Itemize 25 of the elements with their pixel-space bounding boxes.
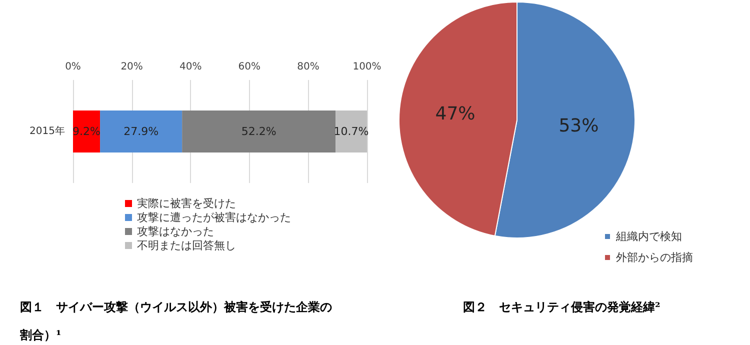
text: 図１ サイバー攻撃（ウイルス以外）被害を受けた企業の割合）¹ [19,300,332,342]
data-label: 27.9% [124,125,159,138]
x-tick-label: 100% [352,62,382,72]
bar [182,110,336,152]
bar [336,110,367,152]
legend-label: 攻撃はなかった [137,225,214,238]
x-tick-label: 40% [179,62,202,72]
bar [100,110,182,152]
y-tick-label: 2015年 [30,125,65,137]
data-label: 9.2% [72,125,100,138]
bar [73,110,100,152]
legend-label: 実際に被害を受けた [137,197,236,210]
legend-label: 不明または回答無し [137,239,236,252]
legend-label: 外部からの指摘 [616,251,693,264]
x-tick-label: 0% [65,62,81,72]
data-label: 10.7% [334,125,369,138]
x-tick-label: 20% [120,62,143,72]
data-label: 47% [435,104,476,125]
legend-label: 組織内で検知 [615,230,682,243]
legend-label: 攻撃に遭ったが被害はなかった [137,211,291,224]
data-label: 52.2% [241,125,276,138]
x-tick-label: 80% [297,62,320,72]
text: 図２ セキュリティ侵害の発覚経緯² [463,300,660,314]
data-label: 53% [558,115,599,136]
x-tick-label: 60% [238,62,261,72]
